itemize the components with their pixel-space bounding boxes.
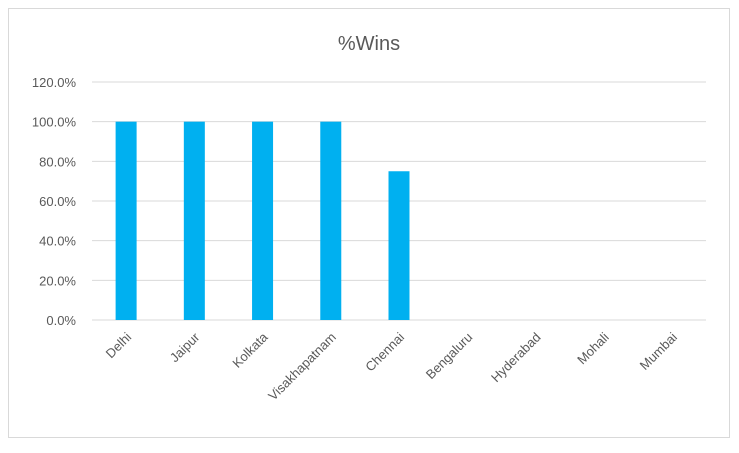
bar-visakhapatnam [320,121,342,321]
y-tick-label: 80.0% [39,154,76,169]
category-label-mohali: Mohali [574,329,612,367]
category-label-bengaluru: Bengaluru [423,330,476,383]
bar-kolkata [252,121,274,321]
category-label-visakhapatnam: Visakhapatnam [265,330,339,404]
y-tick-label: 100.0% [32,115,77,130]
bar-jaipur [183,121,205,321]
bar-delhi [115,121,137,321]
category-label-kolkata: Kolkata [229,329,271,371]
category-label-jaipur: Jaipur [167,329,203,365]
y-axis-tick-labels: 0.0% 20.0% 40.0% 60.0% 80.0% 100.0% 120.0% [32,75,77,328]
category-label-delhi: Delhi [103,329,135,361]
category-label-mumbai: Mumbai [637,329,680,372]
y-tick-label: 60.0% [39,194,76,209]
y-tick-label: 20.0% [39,273,76,288]
category-label-hyderabad: Hyderabad [488,330,544,386]
chart-title: %Wins [338,33,400,55]
y-tick-label: 40.0% [39,234,76,249]
bar-chennai [388,171,410,320]
bars [115,121,410,321]
y-tick-label: 0.0% [46,313,76,328]
category-label-chennai: Chennai [362,329,407,374]
y-tick-label: 120.0% [32,75,77,90]
